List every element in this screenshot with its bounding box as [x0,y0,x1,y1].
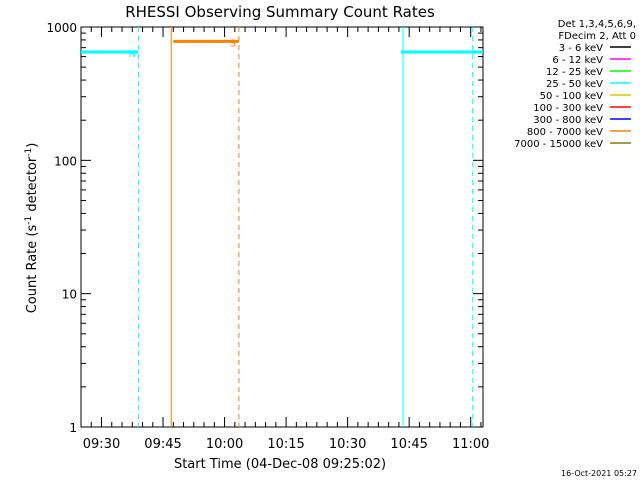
y-axis-label: Count Rate (s-1 detector-1) [24,143,40,314]
y-tick-label-0: 1 [69,421,77,435]
y-tick-label-3: 1000 [46,21,77,35]
legend-label-0: 3 - 6 keV [559,43,603,54]
y-tick-label-2: 100 [54,154,77,168]
legend-label-3: 25 - 50 keV [546,79,603,90]
flag-label-0: N [129,49,136,60]
legend: Det 1,3,4,5,6,9,FDecim 2, Att 03 - 6 keV… [514,19,636,150]
x-tick-label-3: 10:15 [267,437,304,452]
x-tick-label-2: 10:00 [206,437,243,452]
legend-label-7: 800 - 7000 keV [527,127,603,138]
legend-label-4: 50 - 100 keV [540,91,604,102]
legend-label-1: 6 - 12 keV [552,55,603,66]
x-tick-label-4: 10:30 [329,437,366,452]
flag-bars: NS [81,38,483,60]
x-axis: 09:30 09:45 10:00 10:15 10:30 10:45 11:00 [80,27,489,452]
chart-title: RHESSI Observing Summary Count Rates [125,3,435,21]
night-markers [137,27,474,427]
x-tick-label-5: 10:45 [390,437,427,452]
flag-label-2: S [230,38,236,49]
x-tick-label-1: 09:45 [144,437,181,452]
x-tick-label-0: 09:30 [83,437,120,452]
footer-timestamp: 16-Oct-2021 05:27 [561,469,637,478]
plot-frame [80,26,484,428]
legend-title-1: FDecim 2, Att 0 [558,31,636,42]
x-tick-label-6: 11:00 [452,437,489,452]
legend-label-6: 300 - 800 keV [533,115,603,126]
legend-label-8: 7000 - 15000 keV [514,139,603,150]
legend-label-5: 100 - 300 keV [533,103,603,114]
legend-label-2: 12 - 25 keV [546,67,603,78]
y-axis: 1 10 100 1000 [46,21,483,435]
y-tick-label-1: 10 [62,288,77,302]
x-axis-label: Start Time (04-Dec-08 09:25:02) [174,457,386,472]
legend-title-0: Det 1,3,4,5,6,9, [558,19,636,30]
